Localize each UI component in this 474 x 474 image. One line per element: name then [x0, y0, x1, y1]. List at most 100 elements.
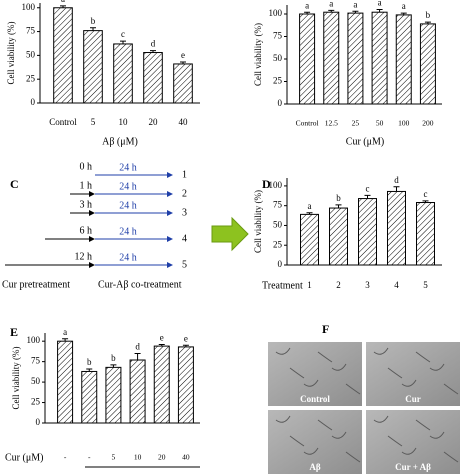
bar	[53, 7, 73, 104]
start-time: 3 h	[80, 199, 93, 210]
y-tick-label: 50	[31, 376, 41, 386]
bar	[371, 11, 388, 105]
x-axis-label: Aβ (μM)	[102, 136, 138, 147]
significance-letter: c	[424, 189, 428, 199]
bar	[419, 23, 436, 105]
y-tick-label: 0	[278, 259, 283, 269]
error-bar	[328, 9, 335, 13]
x-tick-label: -	[64, 453, 67, 462]
x-tick-label: 200	[422, 119, 434, 128]
cell-shape	[415, 351, 431, 363]
micrograph	[268, 410, 362, 474]
y-tick-label: 100	[27, 335, 41, 345]
y-tick-label: 50	[273, 220, 283, 230]
start-time: 6 h	[80, 225, 93, 236]
significance-letter: a	[308, 201, 312, 211]
bar	[299, 13, 316, 105]
x-tick-label: 40	[182, 453, 190, 462]
error-bar	[120, 40, 126, 44]
significance-letter: a	[402, 1, 406, 11]
bar	[129, 359, 146, 424]
error-bar	[304, 11, 311, 14]
green-arrow	[211, 216, 249, 252]
y-tick-label: 25	[31, 397, 41, 407]
significance-letter: e	[181, 50, 185, 60]
y-axis-label: Cell viability (%)	[253, 23, 263, 86]
cell-shape	[345, 383, 361, 395]
significance-letter: d	[135, 342, 140, 352]
significance-letter: b	[426, 10, 431, 20]
bar	[105, 366, 122, 424]
error-bar	[335, 204, 342, 209]
duration: 24 h	[119, 200, 137, 211]
treatment-number: 1	[182, 169, 187, 180]
error-bar	[393, 186, 400, 192]
y-tick-label: 100	[22, 2, 36, 12]
x-tick-label: 5	[91, 117, 96, 127]
error-bar	[150, 50, 156, 53]
y-tick-label: 50	[273, 53, 283, 63]
significance-letter: b	[91, 16, 96, 26]
cell-shape	[373, 347, 389, 355]
y-tick-label: 75	[273, 31, 283, 41]
cell-shape	[317, 419, 333, 431]
significance-letter: c	[121, 29, 125, 39]
panel-label: D	[262, 177, 271, 191]
x-tick-label: 1	[307, 280, 312, 290]
y-tick-label: 75	[31, 356, 41, 366]
cell-shape	[443, 383, 459, 395]
error-bar	[422, 200, 429, 203]
bar	[416, 202, 435, 266]
significance-letter: e	[160, 333, 164, 343]
y-axis-label: Cell viability (%)	[11, 347, 21, 410]
error-bar	[134, 352, 141, 360]
x-tick-label: 10	[119, 117, 129, 127]
y-tick-label: 0	[36, 417, 41, 427]
cell-shape	[401, 447, 417, 455]
cell-shape	[289, 435, 305, 447]
bar	[177, 346, 194, 424]
error-bar	[158, 343, 165, 347]
bar	[358, 198, 377, 266]
error-bar	[86, 368, 93, 372]
micrograph	[268, 342, 362, 406]
x-tick-label: 50	[376, 119, 384, 128]
x-tick-label: 10	[134, 453, 142, 462]
x-tick-label: Control	[296, 119, 319, 128]
error-bar	[306, 212, 313, 215]
duration: 24 h	[119, 226, 137, 237]
significance-letter: e	[184, 333, 188, 343]
x-axis-label: Cur (μM)	[5, 452, 43, 463]
duration: 24 h	[119, 181, 137, 192]
bar	[81, 370, 98, 424]
y-tick-label: 0	[278, 98, 283, 108]
y-tick-label: 25	[273, 76, 283, 86]
caption: Cur-Aβ co-treatment	[98, 279, 182, 290]
y-tick-label: 100	[269, 180, 283, 190]
bar	[153, 345, 170, 424]
error-bar	[352, 10, 359, 14]
significance-letter: d	[151, 39, 156, 49]
micrograph	[366, 342, 460, 406]
x-tick-label: 4	[394, 280, 399, 290]
x-tick-label: 3	[365, 280, 370, 290]
significance-letter: a	[305, 0, 309, 10]
error-bar	[90, 27, 96, 31]
y-tick-label: 100	[269, 8, 283, 18]
treatment-number: 5	[182, 259, 187, 270]
x-tick-label: 100	[398, 119, 410, 128]
cell-shape	[443, 451, 459, 463]
x-axis-label: Treatment	[262, 280, 303, 291]
cell-shape	[303, 447, 319, 455]
cell-shape	[275, 415, 291, 423]
significance-letter: a	[353, 0, 357, 9]
error-bar	[62, 338, 69, 342]
panel-label: C	[10, 177, 19, 191]
bar	[83, 30, 103, 104]
x-tick-label: 5	[423, 280, 428, 290]
x-tick-label: 40	[179, 117, 189, 127]
x-tick-label: -	[88, 453, 91, 462]
x-tick-label: 20	[158, 453, 166, 462]
x-tick-label: 25	[352, 119, 360, 128]
